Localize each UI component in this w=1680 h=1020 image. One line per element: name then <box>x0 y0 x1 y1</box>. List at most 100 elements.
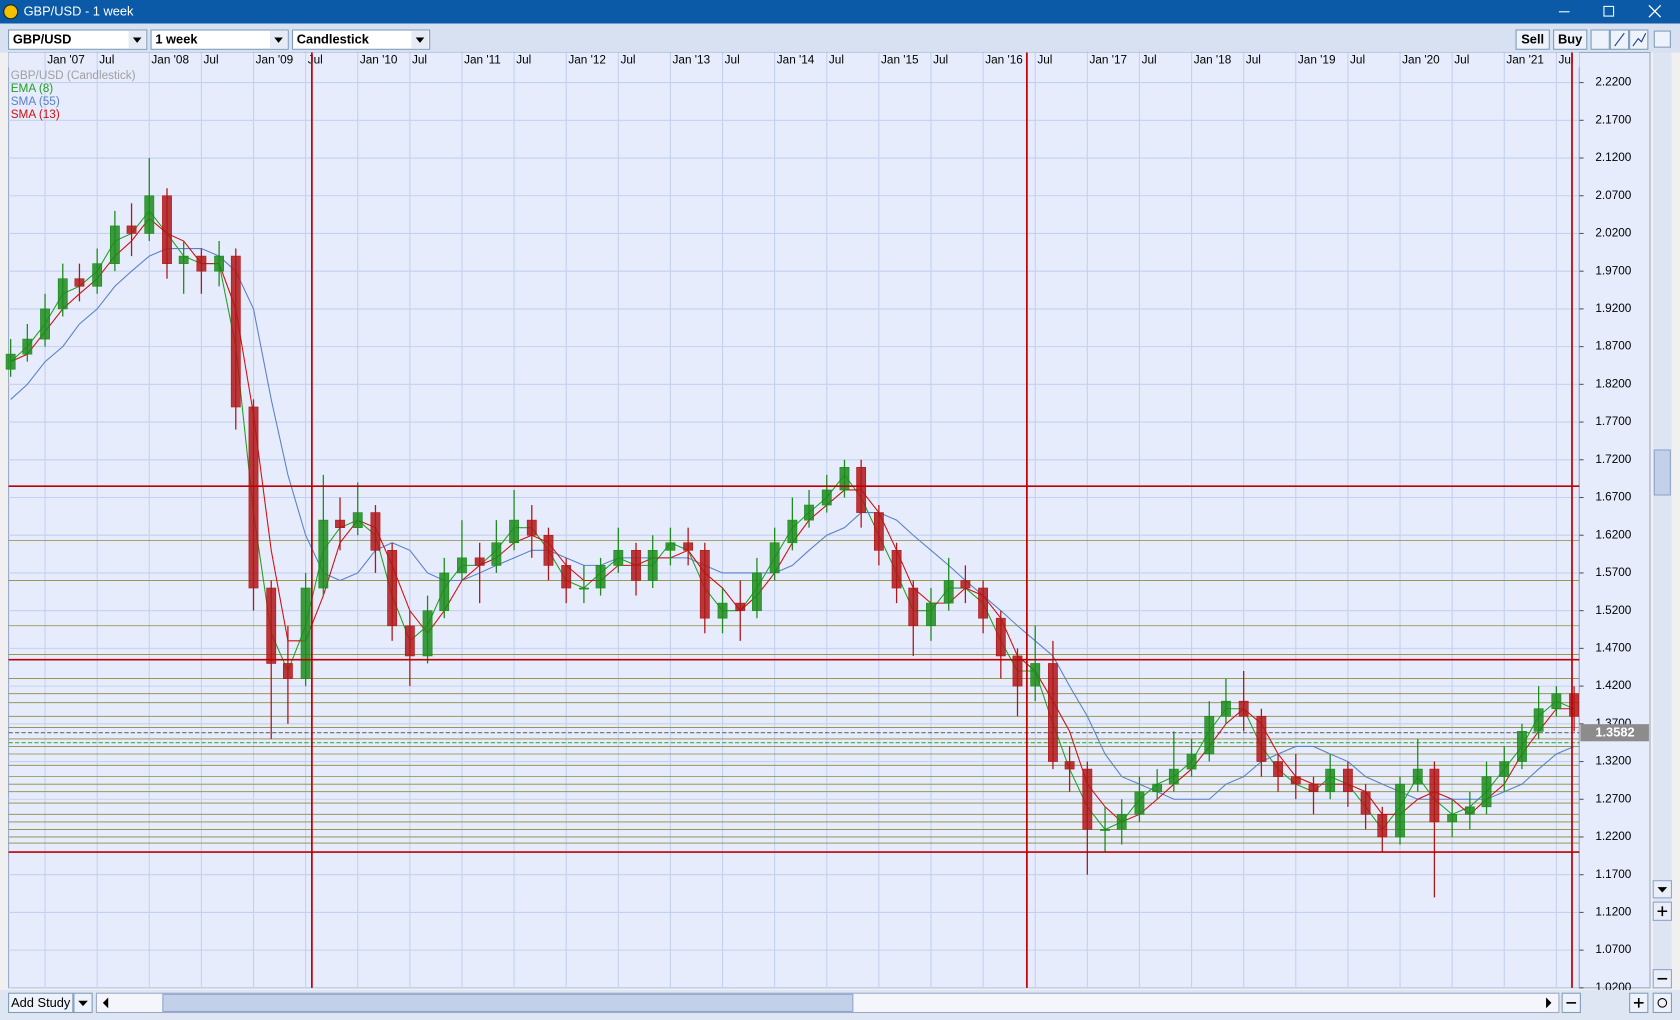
dropdown-arrow <box>132 37 142 43</box>
plus-icon <box>1657 906 1668 917</box>
y-tick-label: 1.9200 <box>1595 302 1631 315</box>
candle-body <box>1238 700 1249 717</box>
candle-body <box>1082 768 1093 830</box>
candle-body <box>40 308 50 340</box>
x-tick-label: Jul <box>829 54 844 67</box>
reset-button[interactable] <box>1652 992 1672 1014</box>
candle-body <box>804 504 814 521</box>
candle-body <box>300 587 311 679</box>
candle-body <box>335 519 345 528</box>
candle-body <box>631 549 641 581</box>
add-study-button[interactable] <box>8 992 74 1014</box>
x-tick-label: Jan '19 <box>1298 54 1336 67</box>
y-tick-label: 1.1700 <box>1595 868 1631 881</box>
symbol-dropdown[interactable] <box>8 29 148 50</box>
candle-body <box>752 572 762 611</box>
candle-body <box>1429 768 1440 823</box>
candle-body <box>735 602 746 611</box>
line-tool-icon <box>1614 32 1625 47</box>
candle-body <box>1360 791 1371 815</box>
candle-body <box>230 255 241 408</box>
candle-body <box>1569 693 1579 717</box>
x-tick-label: Jul <box>725 54 740 67</box>
y-tick-label: 1.4200 <box>1595 679 1631 692</box>
candle-body <box>787 519 798 544</box>
candle-body <box>613 549 624 566</box>
scroll-thumb[interactable] <box>1653 449 1671 496</box>
arrow-icon <box>78 1000 88 1007</box>
legend-entry: EMA (8) <box>11 82 54 95</box>
y-tick-label: 1.6200 <box>1595 528 1631 541</box>
sell-label: Sell <box>1521 32 1544 47</box>
candle-body <box>978 587 989 619</box>
x-tick-label: Jul <box>620 54 635 67</box>
app-icon <box>3 4 19 20</box>
style-dropdown[interactable] <box>291 29 431 50</box>
y-tick-label: 2.1700 <box>1595 113 1631 126</box>
y-tick-label: 1.8200 <box>1595 377 1631 390</box>
candle-body <box>873 512 884 551</box>
x-tick-label: Jul <box>516 54 531 67</box>
candle-body <box>1517 731 1527 762</box>
candle-body <box>248 406 259 589</box>
candle-body <box>5 353 16 370</box>
date-axis <box>8 52 1580 68</box>
style-value: Candlestick <box>297 32 370 47</box>
x-tick-label: Jan '11 <box>464 54 501 67</box>
candle-body <box>1064 761 1075 770</box>
candle-body <box>1186 753 1197 770</box>
x-tick-label: Jul <box>1246 54 1261 67</box>
candle-body <box>22 338 33 355</box>
candle-body <box>404 625 415 657</box>
candle-body <box>1012 655 1023 687</box>
sell-button[interactable] <box>1515 29 1550 50</box>
y-tick-label: 1.2700 <box>1595 792 1631 805</box>
candle-body <box>821 489 832 506</box>
candle-body <box>196 255 207 272</box>
candle-body <box>891 549 902 589</box>
x-tick-label: Jan '14 <box>777 54 815 67</box>
x-tick-label: Jan '07 <box>47 54 85 67</box>
y-tick-label: 1.3200 <box>1595 755 1631 768</box>
candle-body <box>926 602 936 627</box>
study-tool-icon <box>1632 32 1647 47</box>
x-tick-label: Jul <box>412 54 427 67</box>
candle-body <box>943 580 954 604</box>
interval-value: 1 week <box>155 32 198 47</box>
x-tick-label: Jan '17 <box>1089 54 1127 67</box>
indicator-line <box>10 248 1575 800</box>
bar-tool-button[interactable] <box>1590 29 1610 50</box>
candle-body <box>1342 768 1353 793</box>
y-tick-label: 1.7700 <box>1595 415 1631 428</box>
x-tick-label: Jan '15 <box>881 54 919 67</box>
candle-body <box>422 610 433 657</box>
h-scroll-thumb[interactable] <box>162 993 854 1012</box>
x-tick-label: Jan '20 <box>1402 54 1440 67</box>
candle-body <box>769 542 780 574</box>
candle-body <box>1204 715 1215 755</box>
vertical-scrollbar[interactable] <box>1653 52 1672 988</box>
buy-label: Buy <box>1558 32 1583 47</box>
candle-body <box>178 255 189 264</box>
y-tick-label: 1.9700 <box>1595 264 1631 277</box>
x-tick-label: Jul <box>1454 54 1469 67</box>
candle-body <box>1412 768 1423 785</box>
x-tick-label: Jan '13 <box>673 54 711 67</box>
candle-body <box>595 565 606 589</box>
add-study-label: Add Study <box>11 995 71 1010</box>
candle-body <box>699 549 710 619</box>
candle-body <box>109 225 120 264</box>
candle-body <box>491 542 502 566</box>
window-title: GBP/USD - 1 week <box>24 4 134 19</box>
candle-body <box>57 278 68 310</box>
buy-button[interactable] <box>1553 29 1588 50</box>
reset-icon <box>1657 998 1668 1008</box>
detach-button[interactable] <box>1653 30 1671 48</box>
candle-body <box>509 519 519 544</box>
candle-body <box>474 557 485 566</box>
y-tick-label: 1.6700 <box>1595 491 1631 504</box>
restore-button[interactable] <box>1603 5 1615 17</box>
candle-body <box>543 534 554 566</box>
close-button[interactable] <box>1648 4 1662 18</box>
interval-dropdown[interactable] <box>150 29 289 50</box>
